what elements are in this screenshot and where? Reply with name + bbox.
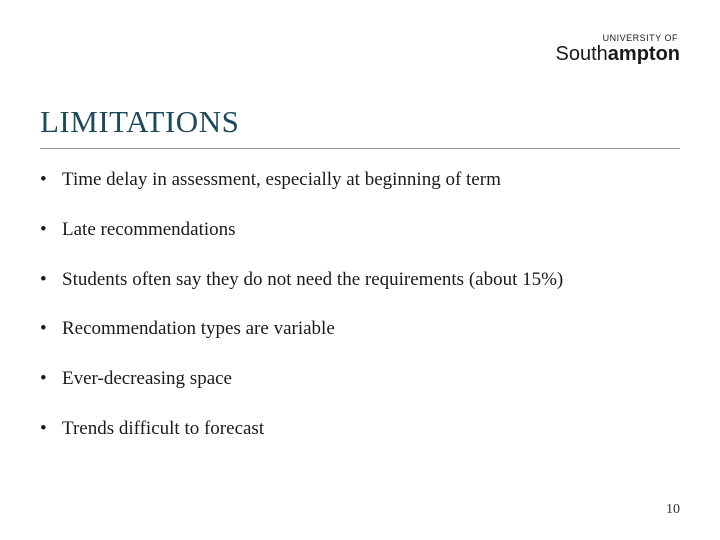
title-divider <box>40 148 680 149</box>
bullet-text: Late recommendations <box>62 218 680 242</box>
bullet-icon: • <box>40 317 62 341</box>
slide-title: LIMITATIONS <box>40 104 239 140</box>
logo-top-line: UNIVERSITY OF <box>556 34 680 43</box>
bullet-icon: • <box>40 218 62 242</box>
logo-name: Southampton <box>556 44 680 64</box>
bullet-icon: • <box>40 168 62 192</box>
list-item: • Late recommendations <box>40 218 680 242</box>
university-logo: UNIVERSITY OF Southampton <box>556 34 680 64</box>
list-item: • Recommendation types are variable <box>40 317 680 341</box>
bullet-list: • Time delay in assessment, especially a… <box>40 168 680 467</box>
bullet-icon: • <box>40 268 62 292</box>
list-item: • Time delay in assessment, especially a… <box>40 168 680 192</box>
list-item: • Trends difficult to forecast <box>40 417 680 441</box>
bullet-text: Students often say they do not need the … <box>62 268 680 292</box>
bullet-text: Ever-decreasing space <box>62 367 680 391</box>
list-item: • Ever-decreasing space <box>40 367 680 391</box>
page-number: 10 <box>666 502 680 518</box>
bullet-icon: • <box>40 367 62 391</box>
bullet-icon: • <box>40 417 62 441</box>
list-item: • Students often say they do not need th… <box>40 268 680 292</box>
bullet-text: Time delay in assessment, especially at … <box>62 168 680 192</box>
bullet-text: Trends difficult to forecast <box>62 417 680 441</box>
bullet-text: Recommendation types are variable <box>62 317 680 341</box>
